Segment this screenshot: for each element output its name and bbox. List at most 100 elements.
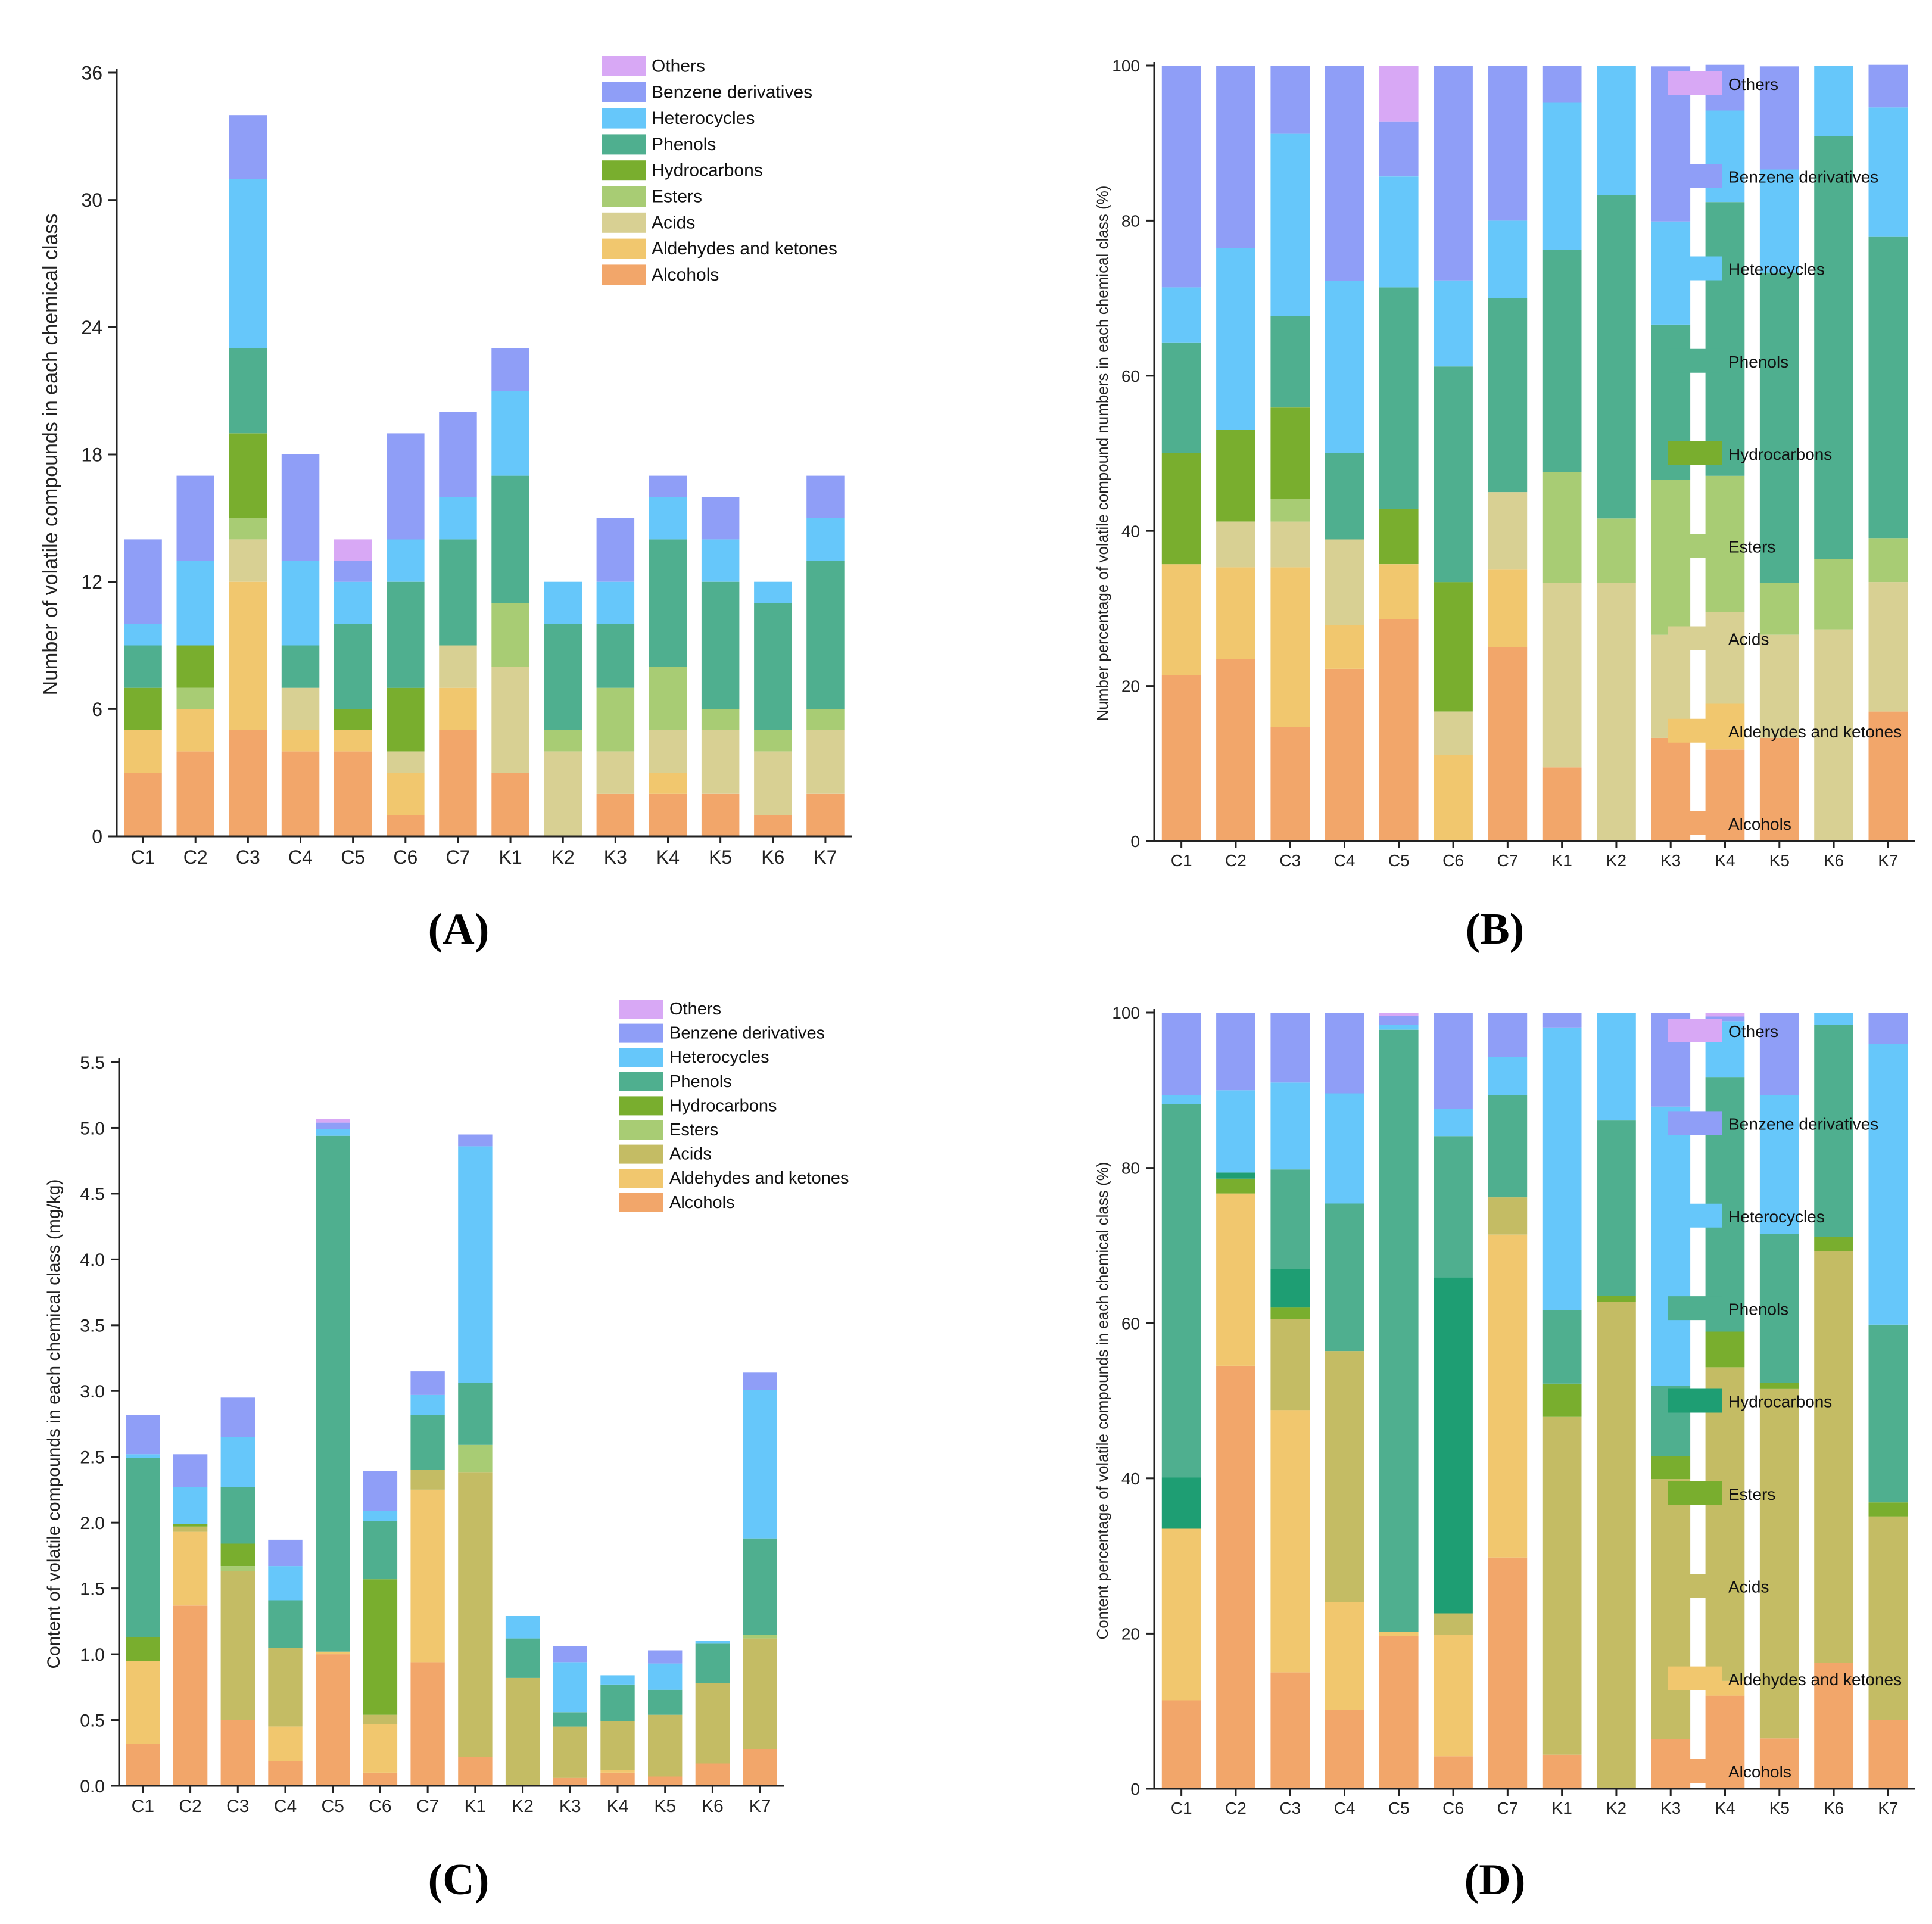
x-tick-label: C7 (1497, 1799, 1518, 1817)
bar-B-C7-phenols (1488, 298, 1528, 493)
bar-B-K5-esters (1759, 583, 1799, 635)
bar-C-C1-heterocycles (126, 1454, 160, 1458)
panel-label-B: (B) (1466, 905, 1525, 954)
bar-C-C2-alcohols (173, 1605, 208, 1786)
bar-A-K3-phenols (596, 624, 635, 688)
bar-A-K7-benzene-derivatives (806, 475, 845, 518)
bar-D-C6-aldehydes-and-ketones (1434, 1635, 1473, 1757)
bar-B-C7-acids (1488, 492, 1528, 570)
bar-C-K7-phenols (743, 1538, 777, 1635)
bar-D-K7-heterocycles (1868, 1044, 1908, 1325)
legend-label: Acids (669, 1145, 712, 1164)
bar-C-K4-phenols (600, 1684, 635, 1721)
x-tick-label: K6 (1824, 851, 1844, 870)
y-tick-label: 36 (81, 63, 102, 84)
x-tick-label: K2 (512, 1797, 534, 1816)
x-tick-label: C3 (236, 846, 260, 868)
x-tick-label: C3 (1279, 1799, 1301, 1817)
legend-label: Esters (669, 1120, 718, 1140)
bar-C-K4-aldehydes-and-ketones (600, 1770, 635, 1773)
bar-A-C3-aldehydes-and-ketones (229, 581, 267, 730)
x-tick-label: C6 (393, 846, 417, 868)
bar-A-K4-aldehydes-and-ketones (649, 773, 687, 794)
bar-A-K7-alcohols (806, 793, 845, 836)
x-tick-label: K3 (1660, 1799, 1681, 1817)
bar-A-C2-aldehydes-and-ketones (176, 709, 214, 752)
bar-C-K6-acids (695, 1683, 730, 1764)
bar-B-K5-heterocycles (1759, 169, 1799, 273)
bar-C-K3-heterocycles (553, 1662, 587, 1713)
bar-A-C4-alcohols (281, 751, 320, 836)
bar-D-K5-esters (1759, 1383, 1799, 1389)
bar-A-C6-acids (387, 751, 425, 773)
bar-A-C3-alcohols (229, 730, 267, 836)
legend-swatch (1668, 256, 1722, 281)
x-tick-label: K6 (702, 1797, 724, 1816)
bar-D-C4-acids (1325, 1351, 1364, 1602)
bar-B-C1-alcohols (1161, 675, 1201, 841)
bar-B-C4-acids (1325, 539, 1364, 625)
bar-A-K7-heterocycles (806, 518, 845, 561)
bar-D-K4-others (1705, 1013, 1745, 1017)
legend-swatch (619, 1193, 663, 1212)
bar-C-C5-others (316, 1119, 350, 1123)
legend-swatch (619, 1096, 663, 1116)
legend-label: Others (669, 1000, 721, 1019)
x-tick-label: K3 (559, 1797, 581, 1816)
bar-B-K7-acids (1868, 582, 1908, 712)
legend-swatch (619, 1023, 663, 1043)
legend-label: Others (652, 57, 705, 76)
legend-swatch (602, 212, 646, 233)
bar-D-K3-acids (1651, 1479, 1691, 1739)
bar-C-C3-alcohols (220, 1720, 255, 1786)
legend-swatch (1668, 348, 1722, 373)
legend-swatch (1668, 164, 1722, 188)
x-tick-label: C5 (1388, 1799, 1410, 1817)
bar-B-K7-phenols (1868, 236, 1908, 539)
legend-label: Alcohols (1728, 1763, 1791, 1781)
bar-A-K1-phenols (491, 475, 529, 603)
x-tick-label: K5 (1769, 1799, 1790, 1817)
bar-A-K7-esters (806, 709, 845, 730)
bar-A-K3-heterocycles (596, 581, 635, 624)
bar-B-C2-aldehydes-and-ketones (1216, 567, 1255, 659)
bar-D-C3-phenols (1270, 1169, 1310, 1269)
bar-C-C4-benzene-derivatives (268, 1539, 303, 1567)
bar-C-K3-alcohols (553, 1777, 587, 1786)
bar-A-K2-esters (544, 730, 582, 752)
y-tick-label: 18 (81, 444, 102, 466)
bar-A-C1-phenols (124, 645, 162, 688)
bar-A-C2-esters (176, 687, 214, 709)
bar-D-K7-acids (1868, 1516, 1908, 1720)
bar-B-K2-heterocycles (1597, 66, 1636, 195)
bar-C-C4-alcohols (268, 1761, 303, 1786)
bar-A-C1-hydrocarbons (124, 687, 162, 730)
bar-C-K7-benzene-derivatives (743, 1372, 777, 1390)
legend-D: Others Benzene derivatives Heterocycles Phe… (1668, 1019, 1902, 1783)
bar-A-C6-heterocycles (387, 539, 425, 582)
x-tick-label: K6 (1824, 1799, 1844, 1817)
bar-B-C4-alcohols (1325, 669, 1364, 841)
legend-label: Others (1728, 75, 1778, 94)
legend-swatch (602, 108, 646, 129)
legend-label: Esters (652, 187, 702, 207)
legend-label: Phenols (1728, 353, 1788, 371)
legend-label: Phenols (669, 1072, 732, 1091)
legend-swatch (602, 264, 646, 285)
bar-B-C7-heterocycles (1488, 220, 1528, 298)
legend-label: Benzene derivatives (652, 82, 812, 102)
bar-B-K5-benzene-derivatives (1759, 66, 1799, 170)
panel-B: 0 20 40 60 80 100 C1 C2 C3 C4 C5 C6 C7 K1 K2 K3 K4 K5 K6 K7… (1093, 57, 1915, 954)
bar-D-K5-alcohols (1759, 1738, 1799, 1789)
bar-A-K2-acids (544, 751, 582, 836)
bar-A-C4-acids (281, 687, 320, 730)
bar-B-C6-heterocycles (1434, 280, 1473, 367)
bar-D-K4-benzene-derivatives (1705, 1016, 1745, 1022)
bar-D-K5-benzene-derivatives (1759, 1013, 1799, 1095)
x-tick-label: K5 (1769, 851, 1790, 870)
x-tick-label: K1 (1552, 1799, 1572, 1817)
bar-C-C7-heterocycles (410, 1394, 445, 1415)
x-tick-label: C1 (1171, 851, 1192, 870)
legend-swatch (1668, 441, 1722, 465)
bar-B-C2-hydrocarbons (1216, 429, 1255, 522)
